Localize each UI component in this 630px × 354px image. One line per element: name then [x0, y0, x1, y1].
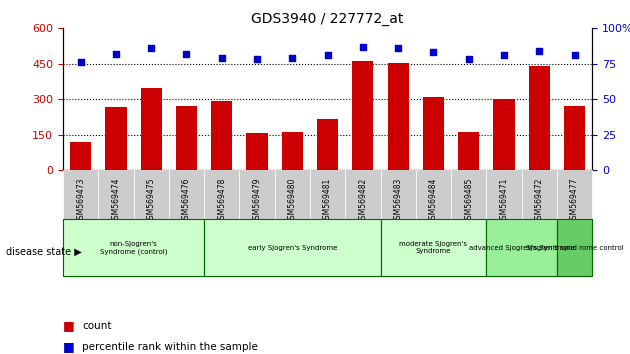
Bar [211, 102, 232, 170]
FancyBboxPatch shape [275, 170, 310, 219]
Text: GSM569482: GSM569482 [358, 177, 367, 224]
Point [76, 59, 86, 65]
FancyBboxPatch shape [451, 170, 486, 219]
Text: ■: ■ [63, 319, 75, 332]
Point [287, 55, 297, 61]
Bar [387, 63, 409, 170]
Text: GSM569478: GSM569478 [217, 177, 226, 224]
Text: Sjogren's synd rome control: Sjogren's synd rome control [525, 245, 624, 251]
FancyBboxPatch shape [381, 170, 416, 219]
Text: GSM569471: GSM569471 [500, 177, 508, 224]
Text: GSM569481: GSM569481 [323, 177, 332, 224]
Point [428, 50, 438, 55]
Text: early Sjogren's Syndrome: early Sjogren's Syndrome [248, 245, 337, 251]
FancyBboxPatch shape [345, 170, 381, 219]
Bar [105, 107, 127, 170]
FancyBboxPatch shape [486, 170, 522, 219]
FancyBboxPatch shape [204, 219, 381, 276]
FancyBboxPatch shape [486, 219, 557, 276]
FancyBboxPatch shape [381, 219, 486, 276]
FancyBboxPatch shape [63, 170, 98, 219]
Point [464, 57, 474, 62]
Text: GSM569483: GSM569483 [394, 177, 403, 224]
Point [181, 51, 192, 57]
FancyBboxPatch shape [169, 170, 204, 219]
FancyBboxPatch shape [63, 219, 204, 276]
Text: GSM569474: GSM569474 [112, 177, 120, 224]
FancyBboxPatch shape [557, 170, 592, 219]
Point [534, 48, 544, 54]
Text: GSM569480: GSM569480 [288, 177, 297, 224]
Bar [458, 132, 479, 170]
Text: non-Sjogren's
Syndrome (control): non-Sjogren's Syndrome (control) [100, 241, 168, 255]
Point [393, 45, 403, 51]
FancyBboxPatch shape [557, 219, 592, 276]
Text: GSM569473: GSM569473 [76, 177, 85, 224]
Bar [423, 97, 444, 170]
Point [146, 45, 156, 51]
Text: moderate Sjogren's
Syndrome: moderate Sjogren's Syndrome [399, 241, 467, 254]
Bar [70, 142, 91, 170]
Bar [176, 106, 197, 170]
Bar [352, 61, 374, 170]
Bar [493, 99, 515, 170]
FancyBboxPatch shape [522, 170, 557, 219]
Text: percentile rank within the sample: percentile rank within the sample [82, 342, 258, 352]
Text: GSM569477: GSM569477 [570, 177, 579, 224]
Bar [246, 133, 268, 170]
FancyBboxPatch shape [204, 170, 239, 219]
FancyBboxPatch shape [310, 170, 345, 219]
Point [111, 51, 121, 57]
Text: ■: ■ [63, 341, 75, 353]
Point [217, 55, 227, 61]
Text: GSM569484: GSM569484 [429, 177, 438, 224]
Point [499, 52, 509, 58]
FancyBboxPatch shape [416, 170, 451, 219]
Text: advanced Sjogren's Syndrome: advanced Sjogren's Syndrome [469, 245, 575, 251]
Bar [140, 88, 162, 170]
Bar [529, 66, 550, 170]
Point [358, 44, 368, 50]
Bar [282, 132, 303, 170]
Point [252, 57, 262, 62]
Bar [564, 106, 585, 170]
Point [570, 52, 580, 58]
FancyBboxPatch shape [239, 170, 275, 219]
Text: GSM569485: GSM569485 [464, 177, 473, 224]
Text: GSM569472: GSM569472 [535, 177, 544, 224]
Title: GDS3940 / 227772_at: GDS3940 / 227772_at [251, 12, 404, 26]
Text: GSM569475: GSM569475 [147, 177, 156, 224]
Text: GSM569479: GSM569479 [253, 177, 261, 224]
FancyBboxPatch shape [134, 170, 169, 219]
Text: GSM569476: GSM569476 [182, 177, 191, 224]
Point [323, 52, 333, 58]
Text: count: count [82, 321, 112, 331]
FancyBboxPatch shape [98, 170, 134, 219]
Bar [317, 119, 338, 170]
Text: disease state ▶: disease state ▶ [6, 246, 82, 256]
